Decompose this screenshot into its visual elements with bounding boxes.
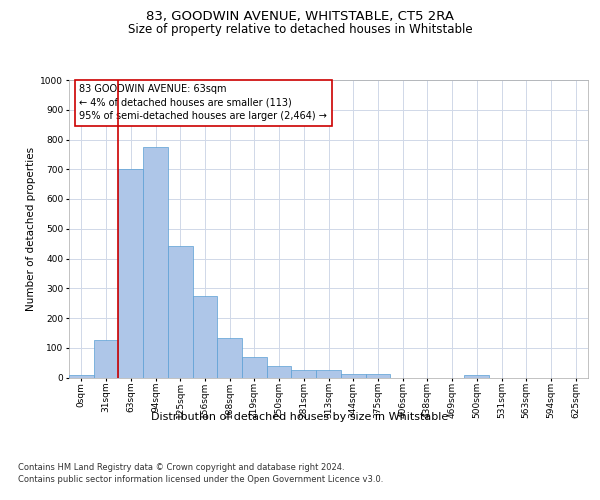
Text: 83, GOODWIN AVENUE, WHITSTABLE, CT5 2RA: 83, GOODWIN AVENUE, WHITSTABLE, CT5 2RA — [146, 10, 454, 23]
Bar — [69, 375, 94, 378]
Bar — [365, 374, 390, 378]
Text: Contains public sector information licensed under the Open Government Licence v3: Contains public sector information licen… — [18, 475, 383, 484]
Bar — [242, 356, 267, 378]
Bar — [94, 340, 118, 378]
Bar — [143, 147, 168, 378]
Bar — [193, 296, 217, 378]
Bar — [292, 370, 316, 378]
Bar — [341, 374, 365, 378]
Text: Distribution of detached houses by size in Whitstable: Distribution of detached houses by size … — [151, 412, 449, 422]
Bar — [464, 374, 489, 378]
Bar — [168, 246, 193, 378]
Bar — [217, 338, 242, 378]
Text: Size of property relative to detached houses in Whitstable: Size of property relative to detached ho… — [128, 22, 472, 36]
Text: Contains HM Land Registry data © Crown copyright and database right 2024.: Contains HM Land Registry data © Crown c… — [18, 462, 344, 471]
Bar — [316, 370, 341, 378]
Y-axis label: Number of detached properties: Number of detached properties — [26, 146, 36, 311]
Text: 83 GOODWIN AVENUE: 63sqm
← 4% of detached houses are smaller (113)
95% of semi-d: 83 GOODWIN AVENUE: 63sqm ← 4% of detache… — [79, 84, 327, 121]
Bar — [267, 366, 292, 378]
Bar — [118, 169, 143, 378]
